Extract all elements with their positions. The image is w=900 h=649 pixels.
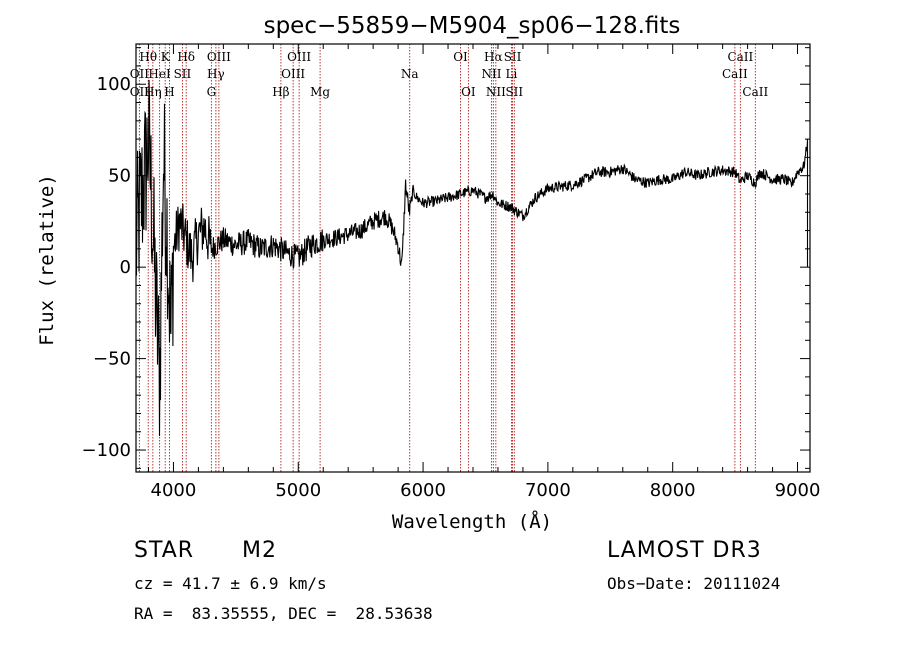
spectral-line-label: SII <box>504 50 522 64</box>
spectral-line-label: Li <box>506 67 518 81</box>
x-tick-label: 6000 <box>400 480 446 501</box>
spectral-line-label: G <box>207 85 217 99</box>
spectral-line-label: Hθ <box>139 50 157 64</box>
spectral-line-label: Hη <box>144 85 162 99</box>
observation-date: Obs−Date: 20111024 <box>607 574 781 593</box>
spectral-line-label: OIII <box>287 50 311 64</box>
redshift-velocity: cz = 41.7 ± 6.9 km/s <box>134 574 327 593</box>
spectral-line-label: Hα <box>484 50 503 64</box>
object-class: STAR <box>134 538 195 563</box>
spectral-line-label: OIII <box>207 50 231 64</box>
spectral-line-label: CaII <box>742 85 768 99</box>
plot-frame <box>135 43 811 473</box>
spectral-line-label: H <box>164 85 174 99</box>
spectral-line-label: OI <box>453 50 468 64</box>
x-tick-label: 4000 <box>151 480 197 501</box>
chart-title: spec−55859−M5904_sp06−128.fits <box>264 13 681 39</box>
spectral-line-label: Na <box>401 67 419 81</box>
spectral-line-label: Hδ <box>177 50 195 64</box>
y-tick-label: 50 <box>108 166 131 187</box>
y-axis-label: Flux (relative) <box>36 174 58 346</box>
y-tick-label: −100 <box>82 440 131 461</box>
spectral-line-label: NII <box>481 67 501 81</box>
spectral-line-label: Mg <box>310 85 330 99</box>
survey-name: LAMOST DR3 <box>607 538 762 563</box>
coordinates: RA = 83.35555, DEC = 28.53638 <box>134 604 433 623</box>
spectrum-line <box>135 79 809 437</box>
spectral-line-label: NII <box>486 85 506 99</box>
spectral-line-label: SII <box>505 85 523 99</box>
y-tick-label: 100 <box>97 74 131 95</box>
x-tick-label: 5000 <box>275 480 321 501</box>
object-subclass: M2 <box>242 538 277 563</box>
spectral-line-label: K <box>161 50 171 64</box>
spectral-line-label: HeI <box>148 67 171 81</box>
spectral-line-label: SII <box>174 67 192 81</box>
axis-ticks-layer: 4000 5000 6000 7000 8000 9000 −100 −50 0 50 100 <box>82 44 821 501</box>
spectral-line-label: CaII <box>722 67 748 81</box>
spectral-line-label: OIII <box>281 67 305 81</box>
spectral-line-label: OII <box>130 67 150 81</box>
spectral-line-label: OI <box>461 85 476 99</box>
spectral-line-label: OII <box>130 85 150 99</box>
y-tick-label: 0 <box>120 257 131 278</box>
y-tick-label: −50 <box>93 349 131 370</box>
x-tick-label: 7000 <box>525 480 571 501</box>
x-tick-label: 9000 <box>775 480 821 501</box>
x-tick-label: 8000 <box>650 480 696 501</box>
x-axis-label: Wavelength (Å) <box>392 510 552 533</box>
spectral-line-label: CaII <box>727 50 753 64</box>
spectral-line-label: Hβ <box>272 85 289 99</box>
spectral-line-label: Hγ <box>207 67 225 81</box>
